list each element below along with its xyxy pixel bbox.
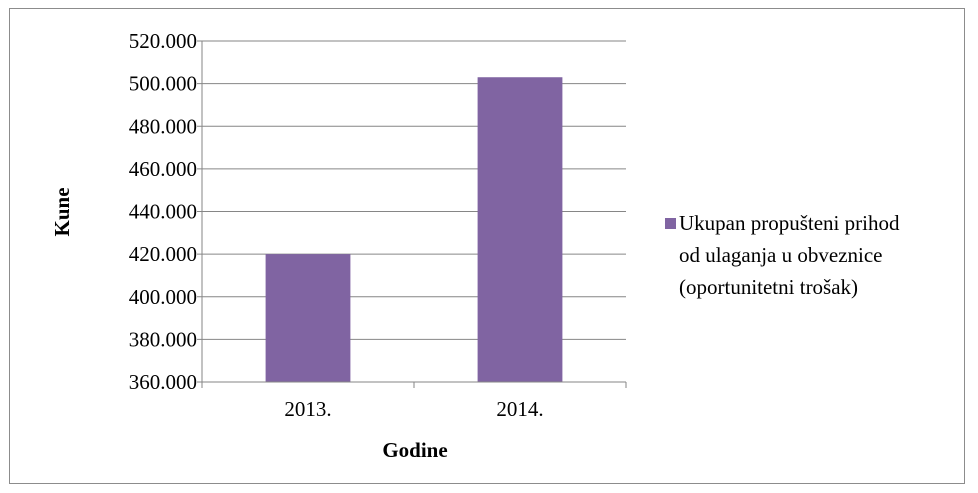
legend-label-line-3: (oportunitetni trošak): [679, 275, 858, 299]
bar: [265, 254, 351, 382]
x-tick-labels: 2013. 2014.: [284, 397, 543, 421]
y-tick-label: 480.000: [129, 114, 197, 138]
x-tick-label: 2013.: [284, 397, 331, 421]
y-tick-label: 420.000: [129, 242, 197, 266]
x-tick-label: 2014.: [496, 397, 543, 421]
y-tick-label: 440.000: [129, 200, 197, 224]
y-tick-label: 400.000: [129, 285, 197, 309]
x-axis-title: Godine: [382, 438, 447, 462]
y-tick-label: 460.000: [129, 157, 197, 181]
y-tick-label: 520.000: [129, 29, 197, 53]
y-axis-title: Kune: [50, 187, 74, 236]
legend-label-line-1: Ukupan propušteni prihod: [679, 211, 900, 235]
legend-label-line-2: od ulaganja u obveznice: [679, 243, 883, 267]
legend: Ukupan propušteni prihod od ulaganja u o…: [665, 211, 900, 299]
y-tick-label: 500.000: [129, 72, 197, 96]
legend-swatch: [665, 218, 676, 229]
y-tick-labels: 360.000 380.000 400.000 420.000 440.000 460.0…: [129, 29, 197, 394]
bars: [265, 77, 563, 382]
axes: [197, 40, 627, 388]
bar: [477, 77, 563, 382]
y-tick-label: 360.000: [129, 370, 197, 394]
y-tick-label: 380.000: [129, 327, 197, 351]
